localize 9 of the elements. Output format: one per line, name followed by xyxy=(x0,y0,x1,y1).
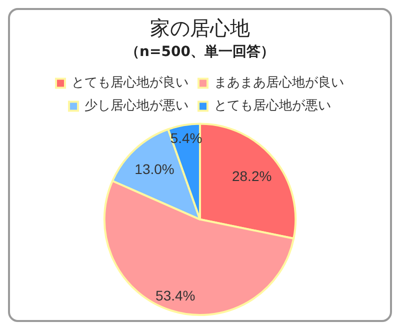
legend-label: とても居心地が悪い xyxy=(214,98,331,114)
legend-label: とても居心地が良い xyxy=(72,74,188,91)
chart-subtitle: （n=500、単一回答） xyxy=(126,44,274,60)
data-label: 13.0% xyxy=(134,161,174,178)
data-label: 28.2% xyxy=(232,168,272,184)
legend-label: 少し居心地が悪い xyxy=(84,98,188,114)
chart-title: 家の居心地 xyxy=(150,16,250,40)
data-label: 53.4% xyxy=(156,288,196,304)
legend-label: まあまあ居心地が良い xyxy=(214,74,344,91)
